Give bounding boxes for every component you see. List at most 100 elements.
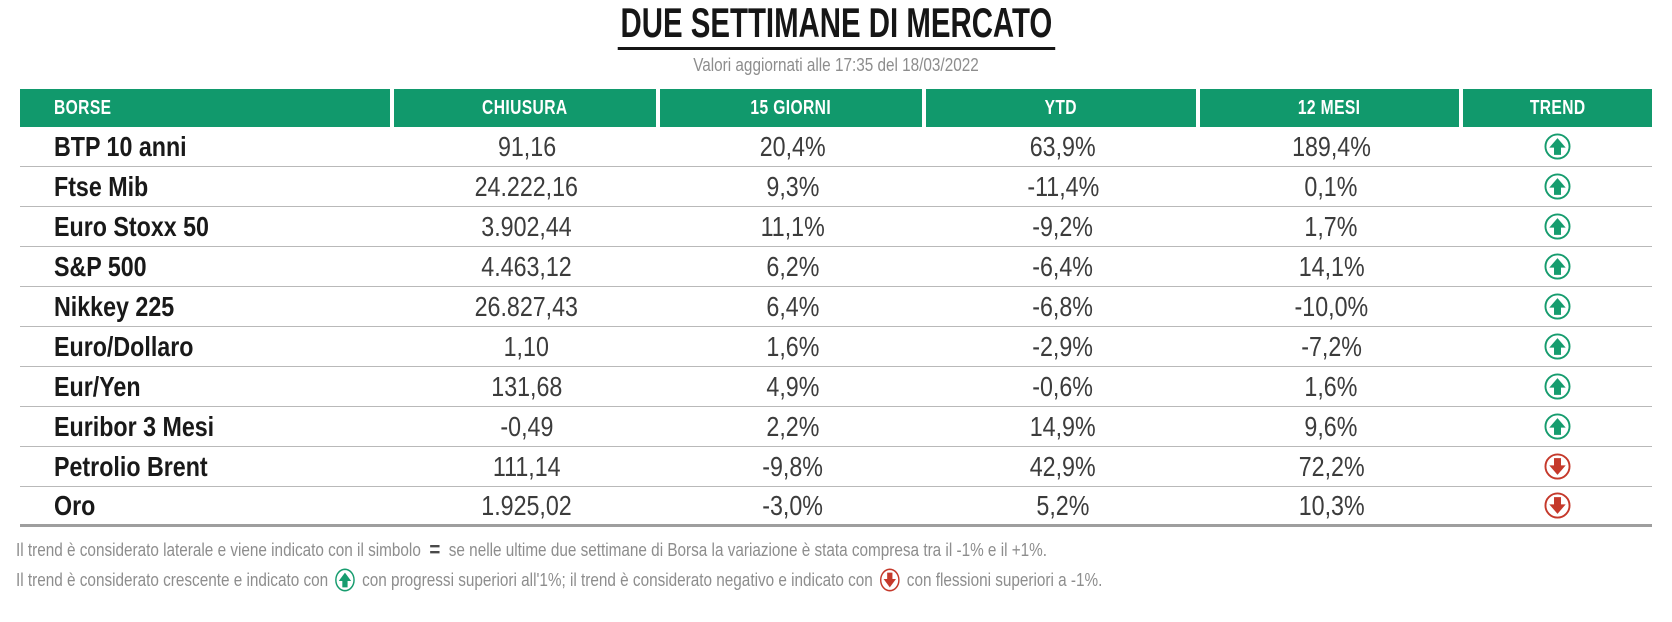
trend-cell [1463, 367, 1652, 406]
trend-up-icon [335, 568, 355, 592]
row-label: Euro/Dollaro [20, 327, 394, 366]
table-row-s-p-500: S&P 500 4.463,12 6,2% -6,4% 14,1% [20, 247, 1652, 287]
cell-text: -0,49 [500, 410, 554, 442]
cell-text: 9,3% [766, 170, 820, 202]
cell-text: 6,4% [766, 290, 820, 322]
mesi12-value: 9,6% [1200, 407, 1463, 446]
cell-text: 4,9% [766, 370, 820, 402]
ytd-value: 14,9% [926, 407, 1200, 446]
mesi12-value: 1,7% [1200, 207, 1463, 246]
footnote-text: Il trend è considerato laterale e viene … [16, 539, 421, 560]
chiusura-value: 4.463,12 [394, 247, 660, 286]
cell-text: 14,9% [1029, 410, 1096, 442]
trend-cell [1463, 127, 1652, 166]
trend-up-icon [335, 568, 355, 592]
cell-text: Euro/Dollaro [54, 330, 194, 362]
giorni15-value: 11,1% [660, 207, 926, 246]
cell-text: 24.222,16 [475, 170, 579, 202]
column-header-label: CHIUSURA [481, 96, 568, 119]
row-label: Petrolio Brent [20, 447, 394, 486]
trend-up-icon [1544, 173, 1571, 200]
giorni15-value: 6,4% [660, 287, 926, 326]
equals-icon: = [429, 537, 441, 562]
trend-up-icon [1544, 133, 1571, 160]
cell-text: 131,68 [491, 370, 563, 402]
trend-up-icon [1544, 373, 1571, 400]
footnote-text: con progressi superiori all'1%; il trend… [362, 569, 873, 590]
cell-text: 2,2% [766, 410, 820, 442]
chiusura-value: 1.925,02 [394, 487, 660, 524]
table-body: BTP 10 anni 91,16 20,4% 63,9% 189,4% Ftse Mib… [20, 127, 1652, 527]
chiusura-value: 131,68 [394, 367, 660, 406]
cell-text: 72,2% [1298, 450, 1365, 482]
mesi12-value: -7,2% [1200, 327, 1463, 366]
footnotes: Il trend è considerato laterale e viene … [16, 539, 1672, 592]
cell-text: Euribor 3 Mesi [54, 410, 215, 442]
footnote-lateral: Il trend è considerato laterale e viene … [16, 539, 1672, 561]
cell-text: Ftse Mib [54, 170, 149, 202]
cell-text: Oro [54, 489, 96, 521]
cell-text: -3,0% [762, 489, 824, 521]
mesi12-value: -10,0% [1200, 287, 1463, 326]
row-label: S&P 500 [20, 247, 394, 286]
cell-text: Petrolio Brent [54, 450, 208, 482]
cell-text: -11,4% [1026, 170, 1099, 202]
mesi12-value: 10,3% [1200, 487, 1463, 524]
trend-up-icon [1544, 253, 1571, 280]
trend-cell [1463, 407, 1652, 446]
column-header-borse: BORSE [20, 89, 394, 127]
mesi12-value: 189,4% [1200, 127, 1463, 166]
table-row-euribor-3-mesi: Euribor 3 Mesi -0,49 2,2% 14,9% 9,6% [20, 407, 1652, 447]
cell-text: 6,2% [766, 250, 820, 282]
ytd-value: -6,8% [926, 287, 1200, 326]
trend-cell [1463, 207, 1652, 246]
chiusura-value: -0,49 [394, 407, 660, 446]
giorni15-value: 1,6% [660, 327, 926, 366]
footnote-text: con flessioni superiori a -1%. [906, 569, 1103, 590]
table-row-euro-stoxx-50: Euro Stoxx 50 3.902,44 11,1% -9,2% 1,7% [20, 207, 1652, 247]
trend-up-icon [1544, 413, 1571, 440]
ytd-value: -0,6% [926, 367, 1200, 406]
column-header-label: 12 MESI [1298, 96, 1361, 119]
table-row-euro-dollaro: Euro/Dollaro 1,10 1,6% -2,9% -7,2% [20, 327, 1652, 367]
cell-text: 5,2% [1036, 489, 1090, 521]
row-label: Ftse Mib [20, 167, 394, 206]
chiusura-value: 111,14 [394, 447, 660, 486]
mesi12-value: 0,1% [1200, 167, 1463, 206]
table-row-petrolio-brent: Petrolio Brent 111,14 -9,8% 42,9% 72,2% [20, 447, 1652, 487]
cell-text: -9,8% [762, 450, 824, 482]
cell-text: 10,3% [1298, 489, 1365, 521]
cell-text: 20,4% [759, 130, 826, 162]
chiusura-value: 1,10 [394, 327, 660, 366]
chiusura-value: 26.827,43 [394, 287, 660, 326]
trend-up-icon [1544, 293, 1571, 320]
ytd-value: 42,9% [926, 447, 1200, 486]
cell-text: S&P 500 [54, 250, 147, 282]
cell-text: BTP 10 anni [54, 130, 187, 162]
cell-text: 91,16 [497, 130, 556, 162]
trend-cell [1463, 167, 1652, 206]
table-row-nikkey-225: Nikkey 225 26.827,43 6,4% -6,8% -10,0% [20, 287, 1652, 327]
column-header-label: YTD [1044, 96, 1078, 119]
cell-text: -7,2% [1300, 330, 1362, 362]
giorni15-value: 4,9% [660, 367, 926, 406]
cell-text: 3.902,44 [481, 210, 572, 242]
cell-text: 189,4% [1291, 130, 1371, 162]
mesi12-value: 14,1% [1200, 247, 1463, 286]
ytd-value: 5,2% [926, 487, 1200, 524]
cell-text: 11,1% [760, 210, 825, 242]
trend-cell [1463, 327, 1652, 366]
ytd-value: -9,2% [926, 207, 1200, 246]
cell-text: Nikkey 225 [54, 290, 175, 322]
cell-text: 26.827,43 [475, 290, 579, 322]
mesi12-value: 72,2% [1200, 447, 1463, 486]
column-header-ytd: YTD [925, 89, 1200, 127]
row-label: Euribor 3 Mesi [20, 407, 394, 446]
trend-down-icon [1544, 453, 1571, 480]
column-header-label: 15 GIORNI [750, 96, 832, 119]
page-subtitle: Valori aggiornati alle 17:35 del 18/03/2… [693, 55, 979, 75]
trend-up-icon [1544, 213, 1571, 240]
page-title: DUE SETTIMANE DI MERCATO [617, 2, 1055, 50]
cell-text: -9,2% [1032, 210, 1094, 242]
